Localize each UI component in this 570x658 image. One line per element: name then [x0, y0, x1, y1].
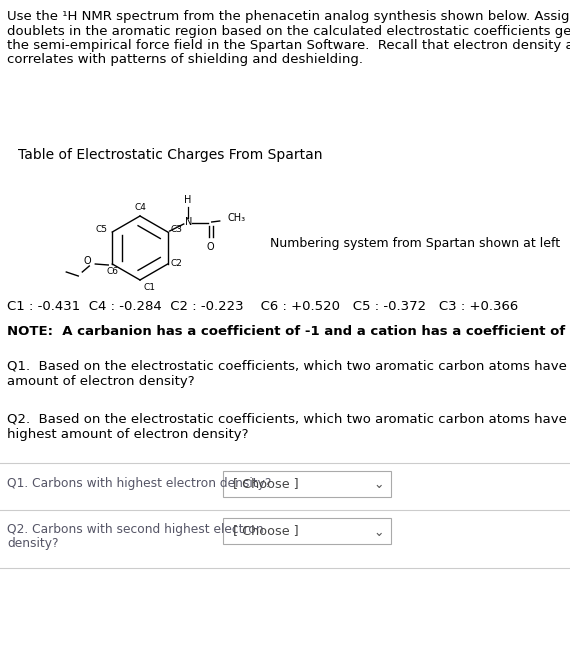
Text: C6: C6	[106, 267, 119, 276]
Text: C1 : -0.431  C4 : -0.284  C2 : -0.223    C6 : +0.520   C5 : -0.372   C3 : +0.366: C1 : -0.431 C4 : -0.284 C2 : -0.223 C6 :…	[7, 300, 518, 313]
Text: C5: C5	[95, 226, 107, 234]
Text: C4: C4	[134, 203, 146, 212]
Text: Q1.  Based on the electrostatic coefficients, which two aromatic carbon atoms ha: Q1. Based on the electrostatic coefficie…	[7, 360, 570, 373]
Text: [ Choose ]: [ Choose ]	[233, 478, 299, 490]
Text: N: N	[185, 217, 193, 227]
Text: Q2. Carbons with second highest electron: Q2. Carbons with second highest electron	[7, 524, 263, 536]
Text: C2: C2	[170, 259, 182, 268]
Text: Q1. Carbons with highest electron density?: Q1. Carbons with highest electron densit…	[7, 476, 271, 490]
Text: NOTE:  A carbanion has a coefficient of -1 and a cation has a coefficient of +1.: NOTE: A carbanion has a coefficient of -…	[7, 325, 570, 338]
Text: C1: C1	[143, 283, 155, 292]
Text: O: O	[207, 242, 214, 252]
FancyBboxPatch shape	[223, 518, 391, 544]
Text: Numbering system from Spartan shown at left: Numbering system from Spartan shown at l…	[270, 236, 560, 249]
Text: C3: C3	[170, 226, 183, 234]
Text: Table of Electrostatic Charges From Spartan: Table of Electrostatic Charges From Spar…	[18, 148, 323, 162]
Text: ⌄: ⌄	[374, 478, 384, 492]
Text: H: H	[184, 195, 192, 205]
Text: CH₃: CH₃	[227, 213, 246, 223]
Text: [ Choose ]: [ Choose ]	[233, 524, 299, 538]
FancyBboxPatch shape	[223, 471, 391, 497]
Text: ⌄: ⌄	[374, 526, 384, 538]
Text: correlates with patterns of shielding and deshielding.: correlates with patterns of shielding an…	[7, 53, 363, 66]
Text: density?: density?	[7, 536, 59, 549]
Text: highest amount of electron density?: highest amount of electron density?	[7, 428, 249, 441]
Text: doublets in the aromatic region based on the calculated electrostatic coefficien: doublets in the aromatic region based on…	[7, 24, 570, 38]
Text: the semi-empirical force field in the Spartan Software.  Recall that electron de: the semi-empirical force field in the Sp…	[7, 39, 570, 52]
Text: Q2.  Based on the electrostatic coefficients, which two aromatic carbon atoms ha: Q2. Based on the electrostatic coefficie…	[7, 413, 570, 426]
Text: O: O	[84, 256, 91, 266]
Text: amount of electron density?: amount of electron density?	[7, 375, 194, 388]
Text: Use the ¹H NMR spectrum from the phenacetin analog synthesis shown below. Assign: Use the ¹H NMR spectrum from the phenace…	[7, 10, 570, 23]
